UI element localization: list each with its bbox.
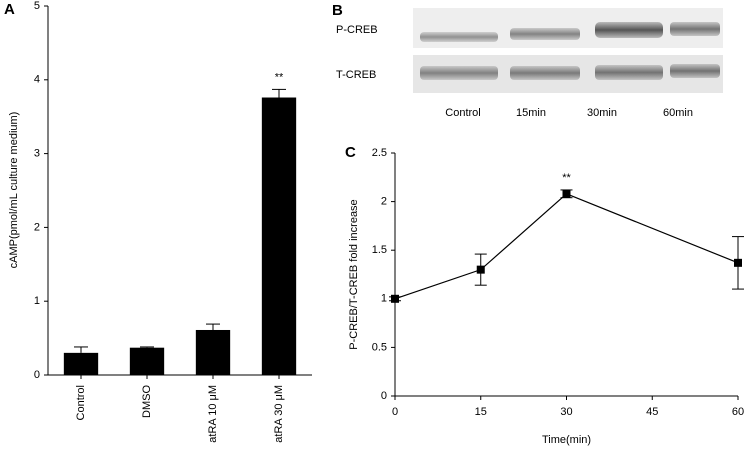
bar [129,347,165,375]
y-tick-label: 1.5 [372,244,387,256]
bar [195,329,231,375]
marker [476,265,485,274]
x-tick-label: Control [75,385,87,420]
y-tick-label: 5 [34,0,40,12]
y-tick-label: 2 [34,221,40,233]
panel-letter: B [332,2,343,19]
y-tick-label: 3 [34,148,40,160]
y-tick-label: 1 [34,295,40,307]
blot-lane-label: 30min [587,107,617,119]
y-tick-label: 2.5 [372,147,387,159]
marker [734,258,742,267]
bar [63,352,99,375]
y-tick-label: 0.5 [372,341,387,353]
marker [562,189,571,198]
blot-lane-label: 60min [663,107,693,119]
x-tick-label: atRA 30 μM [273,385,285,443]
y-axis-label: cAMP(pmol/mL culture medium) [8,112,20,269]
y-axis-label: P-CREB/T-CREB fold increase [348,199,360,349]
x-axis-label: Time(min) [542,434,591,446]
y-tick-label: 0 [381,390,387,402]
y-tick-label: 4 [34,74,40,86]
x-tick-label: atRA 10 μM [207,385,219,443]
y-tick-label: 1 [381,293,387,305]
line [394,193,739,300]
blot-row-label: T-CREB [336,69,376,81]
blot-lane-label: 15min [516,107,546,119]
annotation: ** [562,172,571,184]
panel-letter: A [4,1,15,18]
annotation: ** [275,71,284,83]
x-tick-label: 45 [646,406,658,418]
panel-letter: C [345,144,356,161]
y-tick-label: 0 [34,369,40,381]
x-tick-label: 60 [732,406,744,418]
x-tick-label: 30 [560,406,572,418]
x-tick-label: DMSO [141,385,153,418]
x-tick-label: 15 [475,406,487,418]
marker [391,294,399,303]
y-tick-label: 2 [381,196,387,208]
blot-row-label: P-CREB [336,24,378,36]
bar [261,97,297,376]
blot-image [413,8,723,93]
x-tick-label: 0 [392,406,398,418]
blot-lane-label: Control [445,107,480,119]
